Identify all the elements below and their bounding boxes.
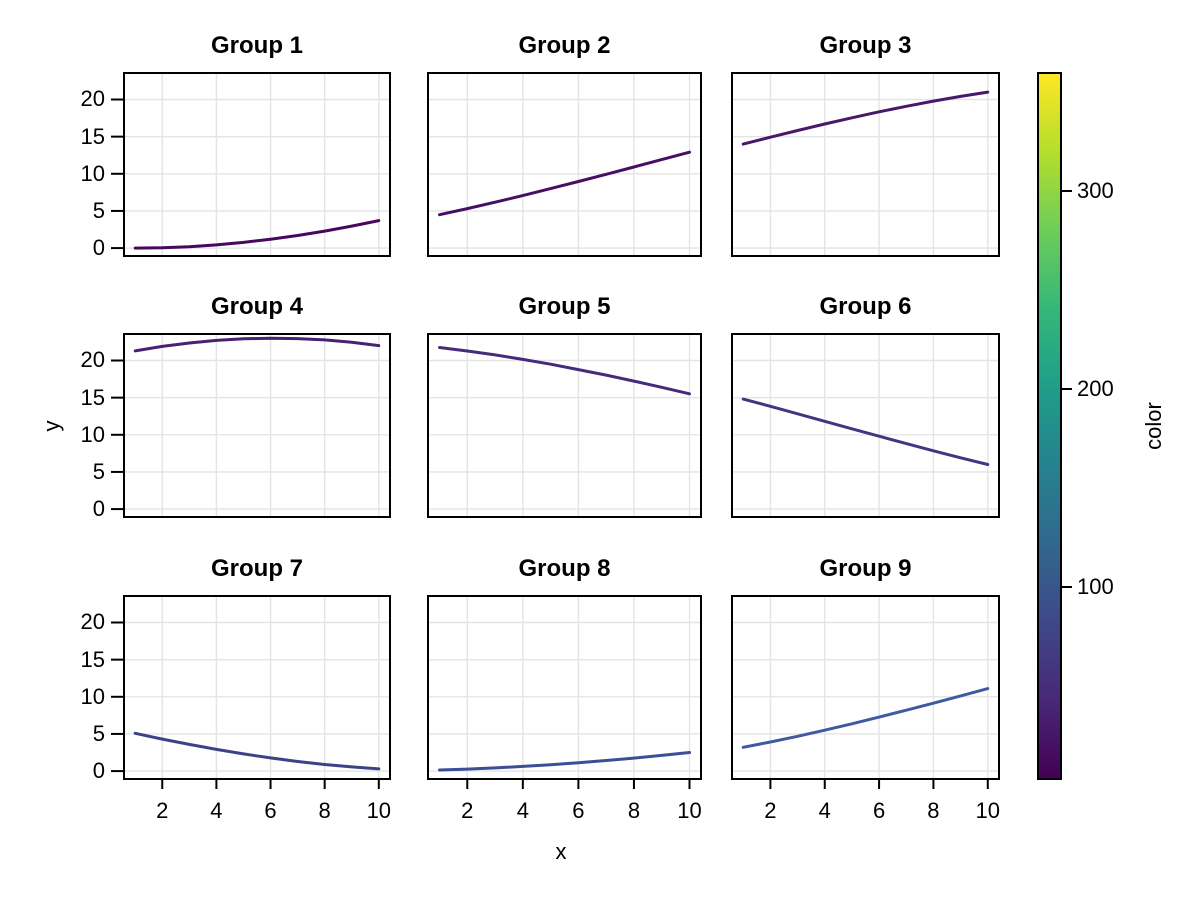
data-line-group-1 [133, 219, 381, 250]
facet-group-4: Group 4 0 5 10 15 20 [81, 293, 391, 521]
colorbar-tick-label: 100 [1077, 573, 1114, 599]
y-tick-label: 20 [80, 347, 105, 373]
facet-title-group-6: Group 6 [819, 293, 912, 320]
data-line-group-4 [133, 336, 381, 353]
plot-area-group-8 [427, 595, 702, 789]
panel-frame [123, 333, 391, 518]
y-tick-label: 5 [92, 720, 105, 746]
y-tick-label: 10 [80, 683, 105, 709]
facet-title-group-9: Group 9 [819, 555, 912, 582]
plot-area-group-5 [427, 333, 702, 518]
panel-frame [427, 72, 702, 257]
data-line-group-7 [133, 731, 381, 771]
facet-group-3: Group 3 [731, 32, 1000, 257]
x-tick-label: 8 [627, 798, 641, 823]
x-tick-label: 4 [210, 798, 223, 823]
x-tick-label: 6 [872, 798, 886, 823]
x-tick-label: 8 [318, 798, 331, 823]
x-tick-label: 10 [366, 798, 392, 823]
plot-area-group-4 [111, 333, 391, 518]
y-tick-label: 5 [92, 458, 105, 484]
facet-group-9: Group 9 2 4 6 8 10 [731, 555, 1000, 823]
y-tick-label: 20 [80, 86, 105, 112]
facet-group-1: Group 1 0 5 10 15 20 [81, 32, 391, 260]
colorbar-tick-mark [1062, 585, 1072, 588]
facet-title-group-8: Group 8 [518, 555, 611, 582]
facet-title-group-3: Group 3 [819, 32, 912, 59]
y-tick-label: 0 [92, 496, 105, 522]
facet-title-group-1: Group 1 [210, 32, 303, 59]
colorbar-ticks: 100 200 300 [1037, 72, 1114, 780]
facet-group-5: Group 5 [427, 293, 702, 518]
plot-area-group-2 [427, 72, 702, 257]
x-tick-label: 6 [572, 798, 585, 823]
panel-frame [427, 595, 702, 780]
data-line-group-8 [438, 751, 691, 772]
facet-group-2: Group 2 [427, 32, 702, 257]
y-tick-label: 20 [80, 609, 105, 635]
y-tick-label: 15 [80, 384, 105, 410]
y-tick-label: 0 [92, 235, 105, 261]
y-tick-label: 10 [80, 421, 105, 447]
y-tick-label: 10 [80, 160, 105, 186]
data-line-group-3 [741, 90, 990, 146]
colorbar-tick-label: 200 [1077, 375, 1114, 401]
facet-title-group-5: Group 5 [518, 293, 611, 320]
x-tick-label: 10 [975, 798, 1000, 823]
x-tick-label: 4 [516, 798, 529, 823]
data-line-group-6 [741, 397, 990, 466]
panel-frame [123, 72, 391, 257]
panel-frame [731, 333, 1000, 518]
data-line-group-2 [438, 150, 691, 217]
plot-area-group-3 [731, 72, 1000, 257]
plot-area-group-7 [111, 595, 391, 789]
y-tick-label: 15 [80, 646, 105, 672]
y-tick-label: 0 [92, 758, 105, 784]
x-axis-label: x [555, 839, 567, 864]
panel-frame [731, 595, 1000, 780]
colorbar-tick-mark [1062, 387, 1072, 390]
y-tick-label: 5 [92, 197, 105, 223]
panel-frame [427, 333, 702, 518]
x-tick-label: 4 [818, 798, 831, 823]
colorbar-tick-mark [1062, 189, 1072, 192]
x-tick-label: 2 [156, 798, 169, 823]
x-tick-label: 8 [927, 798, 940, 823]
colorbar-tick-label: 300 [1077, 177, 1114, 203]
facet-title-group-2: Group 2 [518, 32, 611, 59]
panel-frame [731, 72, 1000, 257]
y-axis-label: y [39, 420, 64, 432]
colorbar [1037, 72, 1062, 780]
facet-group-8: Group 8 2 4 6 8 10 [427, 555, 702, 823]
x-tick-label: 2 [461, 798, 474, 823]
x-tick-label: 10 [677, 798, 702, 823]
data-line-group-9 [741, 687, 990, 749]
y-tick-label: 15 [80, 123, 105, 149]
colorbar-label: color [1141, 402, 1166, 450]
panel-frame [123, 595, 391, 780]
facet-group-6: Group 6 [731, 293, 1000, 518]
plot-area-group-1 [111, 72, 391, 257]
facet-group-7: Group 7 0 5 10 15 20 2 4 6 8 10 [81, 555, 392, 823]
plot-area-group-9 [731, 595, 1000, 789]
facet-title-group-4: Group 4 [210, 293, 303, 320]
x-tick-label: 2 [764, 798, 777, 823]
facet-title-group-7: Group 7 [210, 555, 303, 582]
x-tick-label: 6 [264, 798, 277, 823]
data-line-group-5 [438, 346, 691, 396]
plot-area-group-6 [731, 333, 1000, 518]
